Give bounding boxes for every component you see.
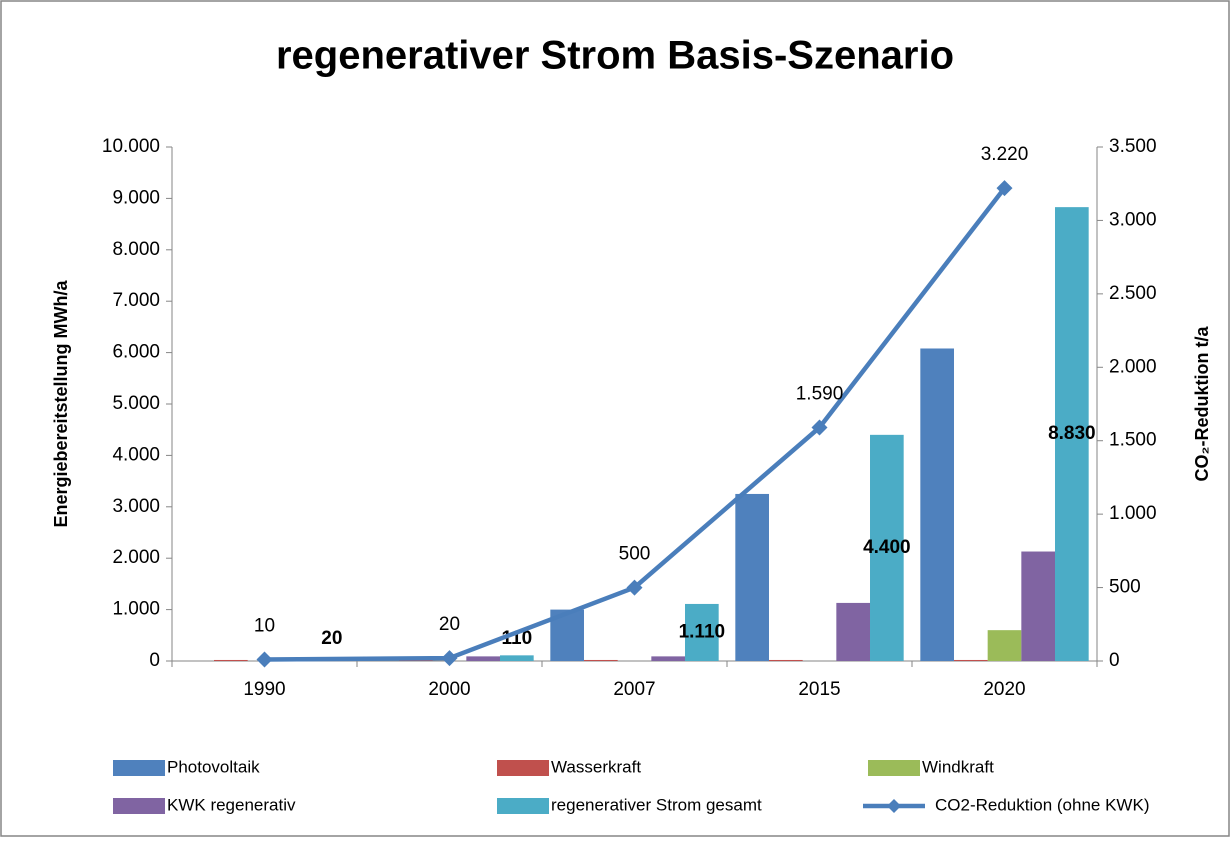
bar [870,434,904,661]
y-tick-label: 2.000 [112,547,160,568]
bar [685,603,719,661]
data-label: 8.830 [1048,423,1096,444]
bar [987,630,1022,661]
y2-tick-label: 0 [1109,650,1120,671]
bar [1055,207,1089,661]
legend-swatch [497,760,549,776]
bar [1021,551,1056,661]
data-label: 1.110 [679,621,726,642]
data-label: 10 [254,616,275,637]
legend-marker [887,799,901,813]
line-marker [256,651,273,668]
legend-label: regenerativer Strom gesamt [551,795,762,814]
data-label: 500 [619,544,651,565]
y2-tick-label: 500 [1109,577,1141,598]
y2-axis-label: CO₂-Reduktion t/a [1192,326,1212,482]
legend-swatch [497,798,549,814]
bar [466,656,501,661]
legend-label: Wasserkraft [551,757,641,776]
chart-title: regenerativer Strom Basis-Szenario [276,34,954,78]
legend-swatch [113,798,165,814]
x-tick-label: 2015 [798,679,840,700]
y-tick-label: 3.000 [112,496,160,517]
legend-label: Windkraft [922,757,994,776]
bar [213,659,248,661]
bar [500,655,534,661]
y-tick-label: 7.000 [112,290,160,311]
bar [953,659,988,661]
line-marker [441,650,458,667]
bar [920,348,954,661]
x-tick-label: 2007 [613,679,655,700]
y-tick-label: 9.000 [112,187,160,208]
y2-tick-label: 1.500 [1109,430,1157,451]
legend-swatch [113,760,165,776]
data-label: 20 [321,628,342,649]
y-tick-label: 6.000 [112,342,160,363]
y-tick-label: 10.000 [102,136,160,157]
y-tick-label: 8.000 [112,239,160,260]
y-tick-label: 1.000 [112,599,160,620]
legend-label: KWK regenerativ [167,795,296,814]
y2-tick-label: 3.000 [1109,209,1157,230]
y-tick-label: 5.000 [112,393,160,414]
y-tick-label: 4.000 [112,444,160,465]
x-tick-label: 1990 [243,679,285,700]
x-tick-label: 2000 [428,679,470,700]
data-label: 4.400 [863,537,911,558]
y2-tick-label: 2.000 [1109,356,1157,377]
legend-label: Photovoltaik [167,757,260,776]
legend-label: CO2-Reduktion (ohne KWK) [935,795,1149,814]
y2-tick-label: 3.500 [1109,136,1157,157]
x-tick-label: 2020 [983,679,1025,700]
y-tick-label: 0 [149,650,160,671]
y2-tick-label: 2.500 [1109,283,1157,304]
bar [768,659,803,661]
y2-tick-label: 1.000 [1109,503,1157,524]
line-marker [626,579,643,596]
bar [583,659,618,661]
data-label: 1.590 [796,384,844,405]
data-label: 20 [439,614,460,635]
data-label: 3.220 [981,144,1029,165]
bar [735,493,769,661]
bar [651,656,686,661]
line-marker [811,419,828,436]
bar [836,602,871,661]
y-axis-label: Energiebereitstellung MWh/a [51,280,71,528]
legend-swatch [868,760,920,776]
line-marker [996,180,1013,197]
